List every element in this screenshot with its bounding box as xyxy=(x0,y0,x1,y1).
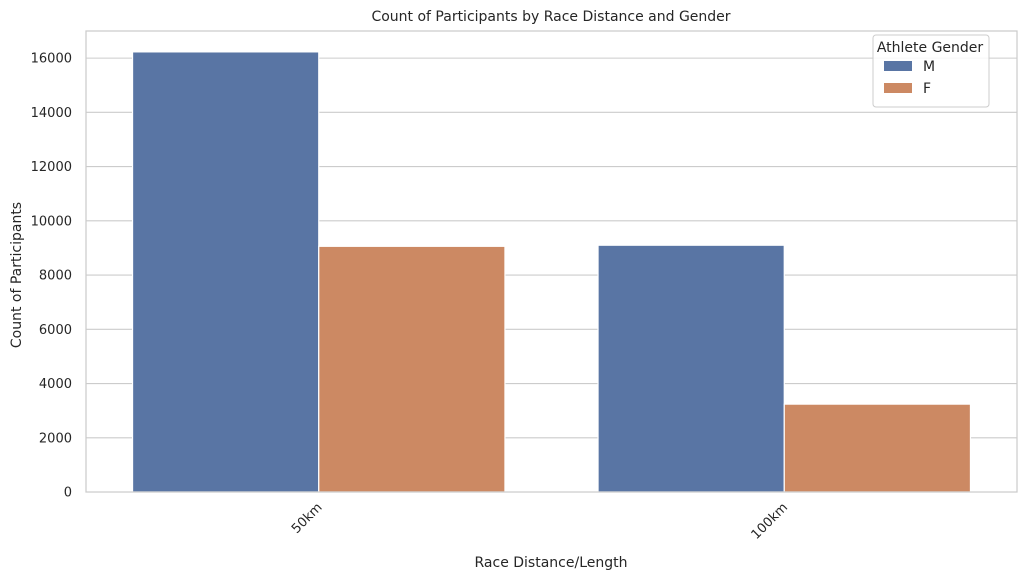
y-tick-label: 8000 xyxy=(39,269,72,284)
bar-F-100km xyxy=(783,403,972,493)
bars xyxy=(131,51,972,493)
axes xyxy=(85,30,1018,493)
bar-F-50km xyxy=(318,245,506,493)
y-tick-label: 6000 xyxy=(39,323,72,338)
y-tick-label: 0 xyxy=(64,486,72,501)
x-axis-ticks: 50km 100km xyxy=(289,500,791,542)
chart-title: Count of Participants by Race Distance a… xyxy=(371,9,730,25)
axis-frame xyxy=(85,30,1018,493)
x-axis-label: Race Distance/Length xyxy=(475,555,628,571)
x-tick-label: 50km xyxy=(289,500,326,537)
y-tick-label: 2000 xyxy=(39,431,72,446)
legend: Athlete Gender MF xyxy=(872,34,990,108)
legend-title: Athlete Gender xyxy=(877,40,984,56)
legend-label-M: M xyxy=(923,59,935,75)
legend-swatch-F xyxy=(884,83,912,93)
bar-M-100km xyxy=(597,244,785,493)
y-axis-label: Count of Participants xyxy=(9,202,25,348)
legend-label-F: F xyxy=(923,81,931,97)
legend-swatch-M xyxy=(884,61,912,71)
y-axis-ticks: 0 2000 4000 6000 8000 10000 12000 14000 16000 xyxy=(31,52,72,501)
y-tick-label: 16000 xyxy=(31,52,72,67)
x-tick-label: 100km xyxy=(749,500,791,542)
y-tick-label: 4000 xyxy=(39,377,72,392)
y-tick-label: 14000 xyxy=(31,106,72,121)
y-tick-label: 12000 xyxy=(31,160,72,175)
y-tick-label: 10000 xyxy=(31,214,72,229)
bar-M-50km xyxy=(131,51,320,493)
